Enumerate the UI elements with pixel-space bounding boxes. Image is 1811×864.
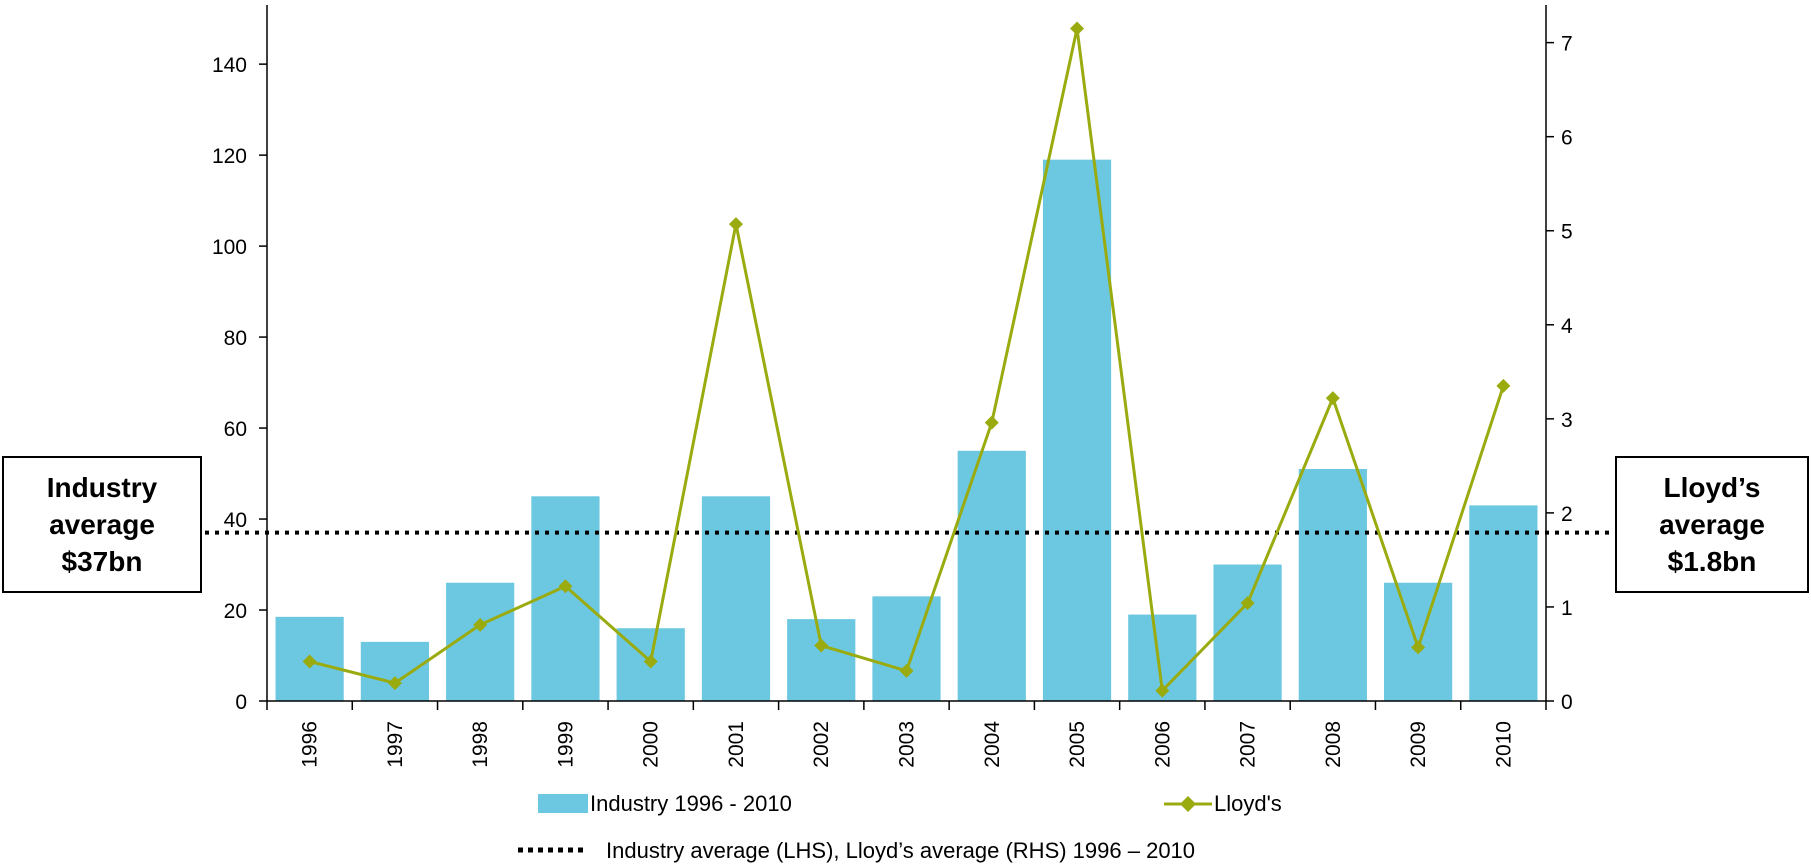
bar-industry-2010: [1469, 505, 1538, 701]
lloyds-line-series: [302, 21, 1511, 698]
lloyds-marker-2000: [643, 654, 658, 669]
right-tick-label: 0: [1561, 691, 1573, 714]
lloyds-marker-2005: [1070, 21, 1085, 36]
legend: Industry 1996 - 2010 Lloyd's Industry av…: [518, 791, 1282, 863]
x-tick-label: 2000: [640, 721, 663, 768]
bar-industry-2005: [1042, 159, 1112, 701]
axes: 0 20 40 60 80 100 120 140 0 1 2 3 4 5 6 7 1996 1997 1998 19…: [212, 5, 1573, 768]
right-tick-label: 6: [1561, 127, 1573, 150]
left-tick-label: 140: [212, 54, 247, 77]
industry-average-line-1: Industry: [46, 472, 158, 503]
bar-industry-2003: [872, 596, 941, 701]
lloyds-marker-1997: [387, 676, 402, 691]
lloyds-average-line-2: average: [1659, 509, 1765, 540]
right-tick-label: 1: [1561, 597, 1573, 620]
lloyds-marker-1999: [558, 579, 573, 594]
legend-label-industry: Industry 1996 - 2010: [590, 791, 792, 816]
lloyds-marker-2009: [1411, 640, 1426, 655]
lloyds-marker-2008: [1325, 391, 1340, 406]
industry-average-callout: Industry average $37bn: [2, 456, 202, 593]
lloyds-average-line-1: Lloyd’s: [1663, 472, 1761, 503]
lloyds-marker-2004: [984, 415, 999, 430]
x-tick-label: 2003: [896, 721, 919, 768]
x-tick-label: 1997: [384, 721, 407, 768]
x-tick-label: 2005: [1066, 721, 1089, 768]
left-tick-label: 120: [212, 145, 247, 168]
right-tick-label: 4: [1561, 315, 1573, 338]
bar-industry-2008: [1298, 469, 1367, 701]
lloyds-marker-1998: [473, 617, 488, 632]
x-tick-label: 1996: [299, 721, 322, 768]
bar-industry-2007: [1213, 564, 1282, 701]
x-tick-label: 2009: [1407, 721, 1430, 768]
x-tick-label: 1999: [554, 721, 577, 768]
lloyds-marker-2002: [814, 638, 829, 653]
x-tick-label: 2007: [1237, 721, 1260, 768]
left-tick-label: 20: [224, 600, 247, 623]
x-tick-label: 2010: [1492, 721, 1515, 768]
right-tick-label: 5: [1561, 221, 1573, 244]
left-tick-label: 60: [224, 418, 247, 441]
lloyds-marker-2001: [728, 217, 743, 232]
x-tick-label: 2006: [1151, 721, 1174, 768]
left-tick-label: 0: [235, 691, 247, 714]
lloyds-marker-2003: [899, 663, 914, 678]
lloyds-marker-2010: [1496, 378, 1511, 393]
industry-average-line-3: $37bn: [61, 546, 143, 577]
right-tick-label: 3: [1561, 409, 1573, 432]
lloyds-marker-2007: [1240, 596, 1255, 611]
bar-industry-2002: [787, 619, 856, 701]
legend-label-lloyds: Lloyd's: [1214, 791, 1282, 816]
x-tick-label: 2004: [981, 721, 1004, 768]
lloyds-average-callout: Lloyd’s average $1.8bn: [1615, 456, 1809, 593]
legend-swatch-lloyds-marker: [1180, 796, 1196, 812]
x-tick-label: 1998: [469, 721, 492, 768]
lloyds-marker-1996: [302, 654, 317, 669]
left-tick-label: 40: [224, 509, 247, 532]
lloyds-average-line-3: $1.8bn: [1667, 546, 1757, 577]
x-tick-label: 2008: [1322, 721, 1345, 768]
right-tick-label: 7: [1561, 33, 1573, 56]
x-tick-label: 2001: [725, 721, 748, 768]
industry-average-line-2: average: [49, 509, 155, 540]
x-tick-label: 2002: [810, 721, 833, 768]
legend-swatch-industry: [538, 794, 588, 813]
industry-bars: [275, 159, 1538, 701]
lloyds-marker-2006: [1155, 683, 1170, 698]
left-tick-label: 80: [224, 327, 247, 350]
left-tick-label: 100: [212, 236, 247, 259]
bar-industry-1999: [531, 496, 600, 701]
bar-industry-2001: [701, 496, 771, 701]
bar-industry-1997: [360, 641, 430, 701]
right-tick-label: 2: [1561, 503, 1573, 526]
legend-label-average: Industry average (LHS), Lloyd’s average …: [606, 838, 1195, 863]
